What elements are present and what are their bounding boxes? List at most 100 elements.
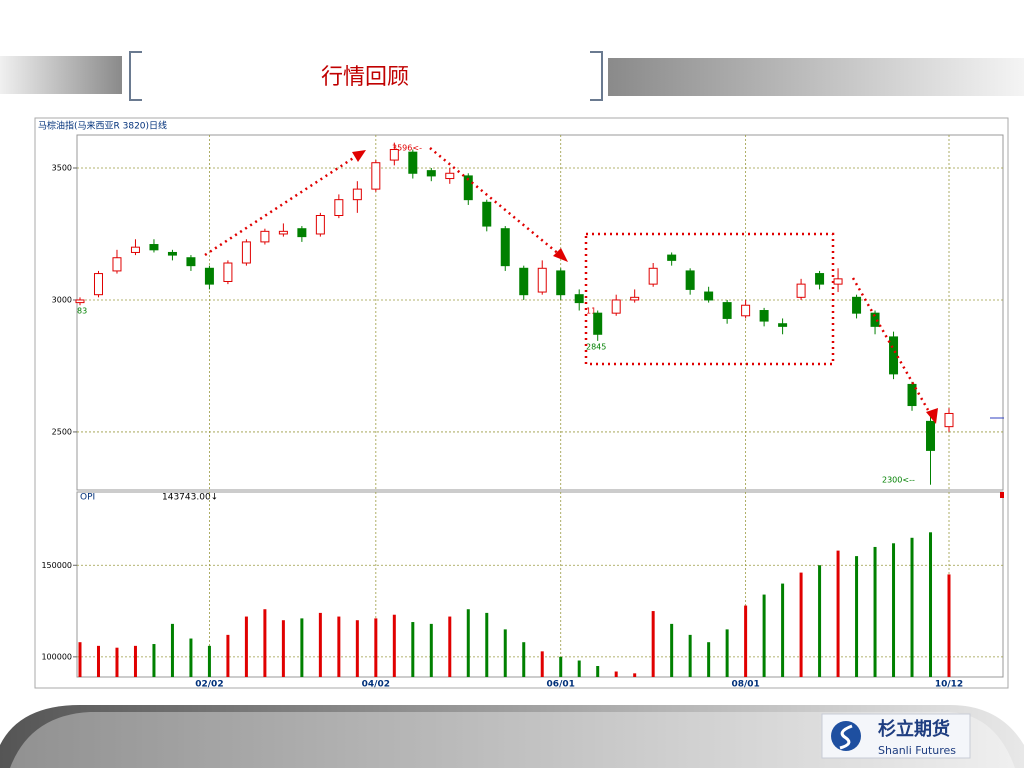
candle-body [852,296,862,314]
volume-bar [115,647,119,677]
candle-body [778,323,788,327]
header-bar [608,58,1024,96]
candle-body [685,270,695,290]
volume-bar [744,605,748,677]
candle-body [796,283,806,298]
candle-body [889,336,899,375]
volume-bar [411,622,415,677]
candle-body [389,149,399,161]
candle-body [241,241,251,264]
candle-body [833,278,843,285]
volume-bar [226,634,230,677]
chart-frame [34,117,1009,689]
volume-bar [337,616,341,677]
marker [1000,492,1004,498]
candle-body [648,267,658,285]
x-tick-label: 06/01 [547,680,575,690]
volume-bar [799,572,803,677]
volume-bar [781,583,785,677]
volume-bar [596,666,600,677]
volume-bar [78,642,82,677]
volume-bar [818,565,822,677]
footer-wave [0,705,1024,768]
volume-bar [355,620,359,677]
volume-bar [855,556,859,677]
bracket [129,51,603,101]
candle-body [260,230,270,243]
candle-body [556,270,566,296]
candle-body [408,151,418,174]
volume-bar [392,614,396,677]
volume-bar [836,550,840,677]
logo-icon [839,724,853,750]
volume-bar [522,642,526,677]
candle-body [574,294,584,304]
volume-bar [189,638,193,677]
y-tick-label: 3000 [52,295,72,304]
x-tick-label: 04/02 [362,680,390,690]
chart-title: 马棕油指(马来西亚R 3820)日线 [38,120,167,132]
candle-body [93,273,103,296]
volume-bar [152,644,156,677]
volume-bar [929,532,933,677]
volume-bar [318,612,322,677]
volume-bar [947,574,951,677]
x-tick-label: 02/02 [195,680,223,690]
volume-bar [263,609,267,677]
candle-body [149,244,159,251]
volume-bar [207,645,211,677]
volume-bar [374,618,378,677]
annotation: 2845 [586,343,606,352]
annotation: 2300<-- [882,476,915,485]
annotation: 3596<- [392,144,422,153]
candle-body [426,170,436,177]
candle-body [907,383,917,407]
candle-body [667,254,677,261]
volume-bar [577,660,581,677]
candle-body [926,420,936,451]
volume-bar [762,594,766,677]
volume-bar [503,629,507,677]
volume-bar [466,609,470,677]
candle-body [519,267,529,296]
volume-bar [614,671,618,677]
volume-bar [688,634,692,677]
volume-value: 143743.00↓ [162,493,218,503]
candle-body [611,299,621,314]
y-tick-label: 2500 [52,427,72,436]
logo-subtitle: Shanli Futures [878,744,956,757]
volume-bar [707,642,711,677]
slide-title: 行情回顾 [321,65,409,90]
candle-body [815,273,825,285]
candle-body [334,199,344,217]
footer-wave [10,712,1015,768]
candle-body [741,304,751,317]
candle-body [75,299,85,304]
candle-body [352,188,362,201]
volume-bar [633,673,637,677]
candle-body [315,215,325,235]
logo-icon [831,721,861,751]
header-bar [0,56,122,94]
volume-bar [244,616,248,677]
candle-body [537,267,547,293]
candle-body [130,246,140,253]
volume-bar [892,543,896,677]
volume-bar [725,629,729,677]
candle-body [944,412,954,428]
candle-body [223,262,233,282]
volume-bar [873,546,877,677]
candle-body [278,230,288,235]
arrow-heads [352,150,938,424]
volume-bar [429,623,433,677]
candle-body [204,267,214,285]
volume-bar [670,623,674,677]
candle-body [630,296,640,301]
candle-body [167,251,177,256]
annotation: 83 [77,307,87,316]
price-panel [76,134,1004,491]
candle-body [482,201,492,227]
candle-body [704,291,714,301]
volume-bar [170,623,174,677]
